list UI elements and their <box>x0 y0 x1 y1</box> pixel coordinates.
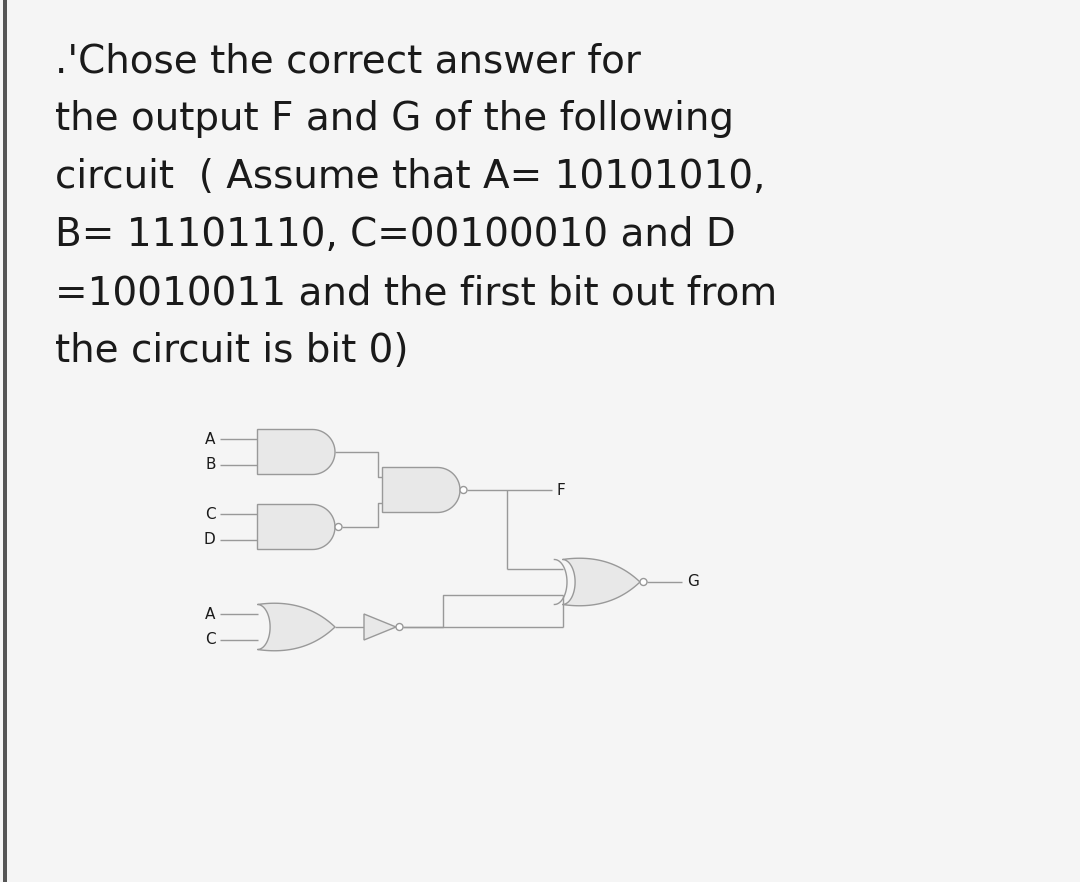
Polygon shape <box>364 614 396 640</box>
Text: .'Chose the correct answer for: .'Chose the correct answer for <box>55 42 640 80</box>
Text: F: F <box>557 482 566 497</box>
PathPatch shape <box>257 430 335 475</box>
Text: A: A <box>205 432 216 447</box>
FancyBboxPatch shape <box>3 0 6 882</box>
Text: the output F and G of the following: the output F and G of the following <box>55 100 734 138</box>
Circle shape <box>460 487 467 494</box>
Text: B= 11101110, C=00100010 and D: B= 11101110, C=00100010 and D <box>55 216 735 254</box>
PathPatch shape <box>257 603 335 651</box>
PathPatch shape <box>563 558 640 606</box>
Text: G: G <box>687 574 699 589</box>
Text: the circuit is bit 0): the circuit is bit 0) <box>55 332 408 370</box>
Circle shape <box>335 524 342 530</box>
Text: circuit  ( Assume that A= 10101010,: circuit ( Assume that A= 10101010, <box>55 158 766 196</box>
PathPatch shape <box>382 467 460 512</box>
Text: A: A <box>205 607 216 622</box>
Circle shape <box>396 624 403 631</box>
Text: C: C <box>205 507 216 522</box>
Text: =10010011 and the first bit out from: =10010011 and the first bit out from <box>55 274 778 312</box>
PathPatch shape <box>257 505 335 549</box>
Text: C: C <box>205 632 216 647</box>
Text: D: D <box>204 532 216 547</box>
Text: B: B <box>205 457 216 472</box>
Circle shape <box>640 579 647 586</box>
